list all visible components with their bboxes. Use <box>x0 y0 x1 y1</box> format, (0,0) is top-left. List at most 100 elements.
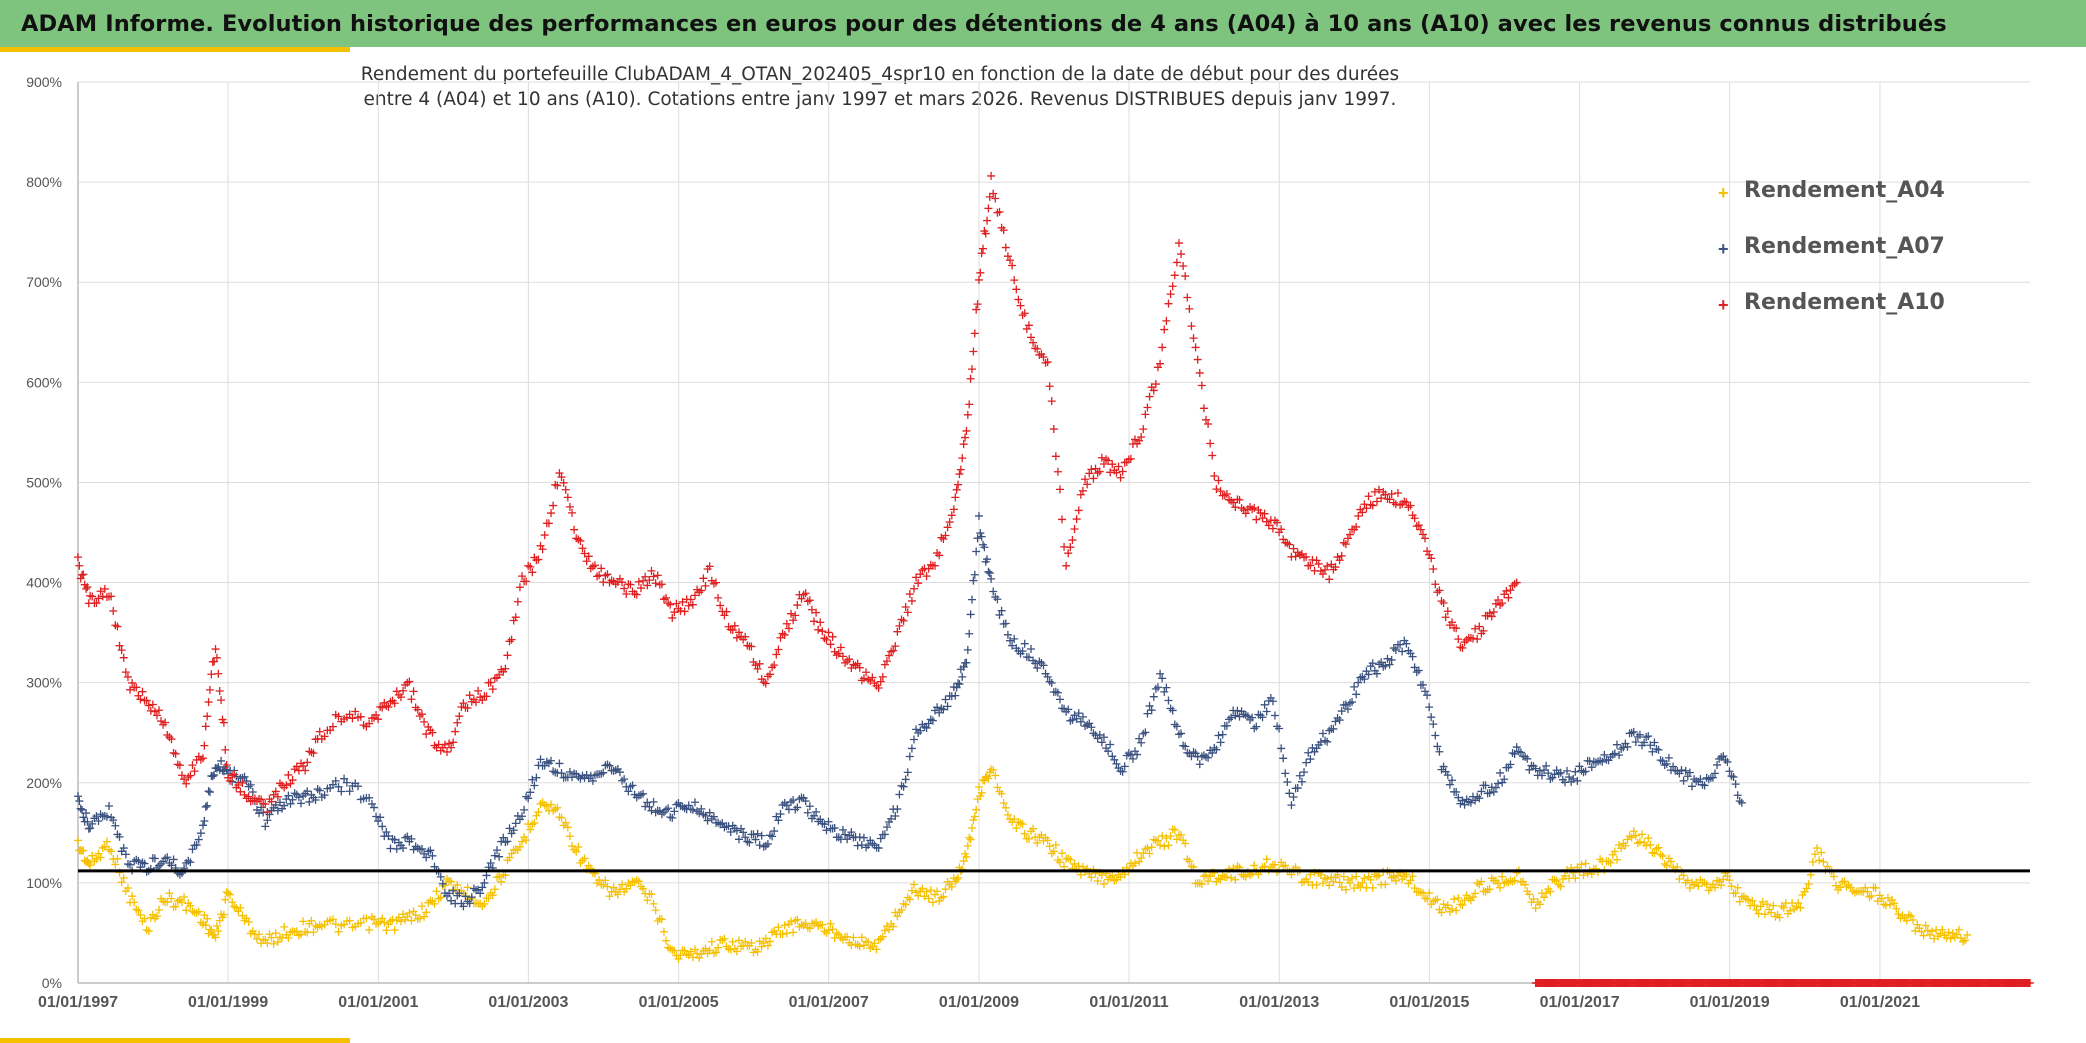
marker-rendement-a10 <box>1070 525 1079 534</box>
marker-rendement-a10 <box>649 572 658 581</box>
marker-rendement-a10 <box>1412 522 1421 531</box>
marker-rendement-a04 <box>1531 904 1540 913</box>
marker-rendement-a04 <box>1752 905 1761 914</box>
marker-rendement-a07 <box>1447 776 1456 785</box>
marker-rendement-a10 <box>987 171 996 180</box>
marker-rendement-a10 <box>1064 549 1073 558</box>
marker-rendement-a07 <box>1477 787 1486 796</box>
marker-rendement-a07 <box>1475 794 1484 803</box>
marker-rendement-a04 <box>396 917 405 926</box>
marker-rendement-a04 <box>1496 883 1505 892</box>
marker-rendement-a04 <box>1137 854 1146 863</box>
marker-rendement-a04 <box>684 951 693 960</box>
marker-rendement-a10 <box>893 627 902 636</box>
marker-rendement-a04 <box>991 771 1000 780</box>
marker-rendement-a10 <box>503 651 512 660</box>
marker-rendement-a10 <box>1010 276 1019 285</box>
marker-rendement-a04 <box>484 894 493 903</box>
marker-rendement-a07 <box>1696 775 1705 784</box>
marker-rendement-a07 <box>1287 801 1296 810</box>
x-tick-label: 01/01/2003 <box>488 994 568 1011</box>
marker-rendement-a10 <box>453 718 462 727</box>
marker-rendement-a07 <box>382 828 391 837</box>
marker-rendement-a07 <box>745 838 754 847</box>
marker-rendement-a04 <box>553 803 562 812</box>
marker-rendement-a07 <box>524 794 533 803</box>
marker-rendement-a10 <box>553 481 562 490</box>
marker-rendement-a04 <box>1204 876 1213 885</box>
marker-rendement-a04 <box>1016 819 1025 828</box>
marker-rendement-a10 <box>636 584 645 593</box>
marker-rendement-a04 <box>1715 877 1724 886</box>
marker-rendement-a07 <box>755 841 764 850</box>
marker-rendement-a10 <box>1506 586 1515 595</box>
marker-rendement-a07 <box>903 768 912 777</box>
marker-rendement-a10 <box>956 465 965 474</box>
marker-rendement-a04 <box>1710 883 1719 892</box>
marker-rendement-a07 <box>303 787 312 796</box>
marker-rendement-a10 <box>1202 415 1210 424</box>
marker-rendement-a04 <box>1070 859 1079 868</box>
marker-rendement-a04 <box>1166 832 1175 841</box>
marker-rendement-a07 <box>1346 699 1355 708</box>
marker-rendement-a07 <box>417 844 426 853</box>
marker-rendement-a04 <box>968 823 977 832</box>
marker-rendement-a04 <box>1510 876 1519 885</box>
marker-rendement-a07 <box>1383 654 1392 663</box>
marker-rendement-a07 <box>1491 783 1500 792</box>
marker-rendement-a04 <box>132 905 141 914</box>
marker-rendement-a10 <box>672 599 681 608</box>
marker-rendement-a07 <box>995 610 1004 619</box>
marker-rendement-a07 <box>196 829 205 838</box>
marker-rendement-a10 <box>874 683 883 692</box>
marker-rendement-a10 <box>407 695 416 704</box>
marker-rendement-a10 <box>1291 552 1300 561</box>
marker-rendement-a07 <box>1554 769 1563 778</box>
marker-rendement-a07 <box>859 833 868 842</box>
marker-rendement-a10 <box>828 632 837 641</box>
marker-rendement-a10 <box>82 584 91 593</box>
marker-rendement-a07 <box>1321 736 1330 745</box>
marker-rendement-a10 <box>949 505 958 514</box>
marker-rendement-a10 <box>584 552 593 561</box>
marker-rendement-a10 <box>1151 380 1160 389</box>
marker-rendement-a04 <box>1135 857 1144 866</box>
marker-rendement-a07 <box>974 511 983 520</box>
marker-rendement-a10 <box>171 749 180 758</box>
marker-rendement-a10 <box>651 579 660 588</box>
marker-rendement-a07 <box>1579 768 1588 777</box>
marker-rendement-a07 <box>436 872 445 881</box>
marker-rendement-a07 <box>916 726 925 735</box>
marker-rendement-a07 <box>1556 768 1565 777</box>
marker-rendement-a04 <box>1108 871 1117 880</box>
marker-rendement-a04 <box>1450 895 1459 904</box>
marker-rendement-a04 <box>136 910 145 919</box>
marker-rendement-a10 <box>985 192 994 201</box>
marker-rendement-a07 <box>1262 707 1271 716</box>
marker-rendement-a04 <box>1948 929 1957 938</box>
marker-rendement-a10 <box>557 473 566 482</box>
marker-rendement-a04 <box>920 892 929 901</box>
marker-rendement-a07 <box>847 828 856 837</box>
marker-rendement-a07 <box>757 831 766 840</box>
marker-rendement-a07 <box>109 816 118 825</box>
marker-rendement-a04 <box>328 915 337 924</box>
marker-rendement-a10 <box>1231 503 1240 512</box>
marker-rendement-a10 <box>394 690 403 699</box>
marker-rendement-a07 <box>511 819 520 828</box>
marker-rendement-a07 <box>1617 744 1626 753</box>
marker-rendement-a10 <box>1273 518 1282 527</box>
marker-rendement-a10 <box>1051 452 1060 461</box>
marker-rendement-a04 <box>345 916 354 925</box>
marker-rendement-a10 <box>161 718 170 727</box>
marker-rendement-a04 <box>1808 857 1817 866</box>
marker-rendement-a10 <box>1421 534 1430 543</box>
marker-rendement-a04 <box>670 946 679 955</box>
marker-rendement-a10 <box>1410 514 1419 523</box>
marker-rendement-a07 <box>100 811 109 820</box>
marker-rendement-a04 <box>568 841 577 850</box>
marker-rendement-a07 <box>1563 766 1572 775</box>
marker-rendement-a10 <box>447 743 456 752</box>
marker-rendement-a10 <box>905 590 914 599</box>
marker-rendement-a07 <box>1106 740 1115 749</box>
